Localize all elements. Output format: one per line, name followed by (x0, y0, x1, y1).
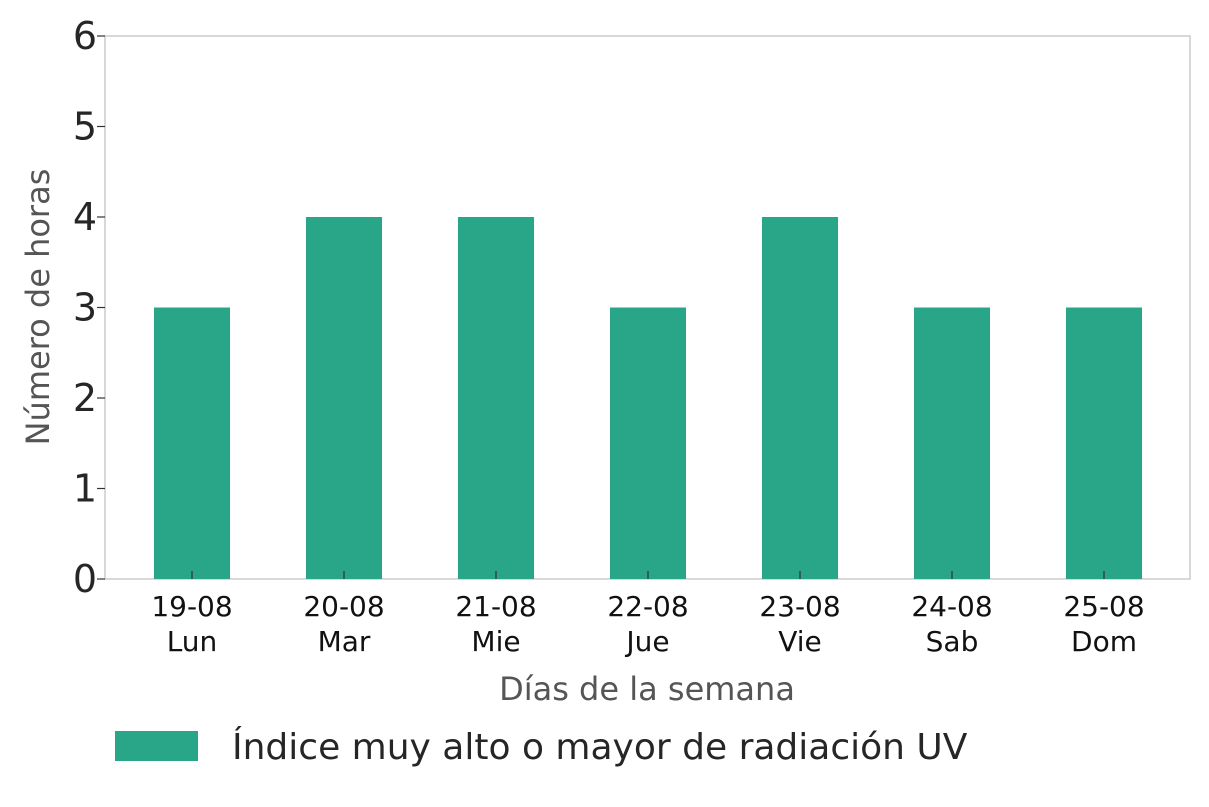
y-tick-label: 3 (73, 286, 97, 330)
x-tick-label-date: 21-08 (455, 590, 536, 623)
x-tick-label: 20-08 Mar (303, 590, 384, 658)
x-tick-label-date: 24-08 (911, 590, 992, 623)
x-tick-label-date: 20-08 (303, 590, 384, 623)
y-axis-ticks: 0 1 2 3 4 5 6 (73, 14, 105, 601)
x-axis-label: Días de la semana (499, 670, 795, 708)
x-tick-label-day: Lun (167, 625, 218, 658)
bars-group (154, 217, 1142, 579)
x-tick-label-day: Vie (778, 625, 822, 658)
legend: Índice muy alto o mayor de radiación UV (115, 726, 968, 768)
bar-mie (458, 217, 534, 579)
x-tick-label-day: Jue (624, 625, 669, 658)
bar-mar (306, 217, 382, 579)
x-axis-ticks: 19-08 Lun 20-08 Mar 21-08 Mie 22-08 Jue 23-08 Vie… (151, 571, 1145, 658)
legend-swatch (115, 731, 198, 761)
y-tick-label: 5 (73, 105, 97, 149)
y-tick-label: 6 (73, 14, 97, 58)
bar-lun (154, 307, 230, 579)
y-tick-label: 0 (73, 557, 97, 601)
x-tick-label-day: Sab (926, 625, 979, 658)
bar-vie (762, 217, 838, 579)
legend-label: Índice muy alto o mayor de radiación UV (232, 726, 968, 768)
bar-dom (1066, 307, 1142, 579)
x-tick-label-day: Mar (318, 625, 371, 658)
x-tick-label: 21-08 Mie (455, 590, 536, 658)
x-tick-label-day: Mie (471, 625, 520, 658)
x-tick-label-date: 23-08 (759, 590, 840, 623)
x-tick-label-date: 25-08 (1063, 590, 1144, 623)
bar-jue (610, 307, 686, 579)
x-tick-label: 19-08 Lun (151, 590, 232, 658)
y-axis-label: Número de horas (19, 169, 57, 446)
x-tick-label: 22-08 Jue (607, 590, 688, 658)
x-tick-label-date: 19-08 (151, 590, 232, 623)
y-tick-label: 4 (73, 195, 97, 239)
x-tick-label: 24-08 Sab (911, 590, 992, 658)
x-tick-label-day: Dom (1071, 625, 1137, 658)
x-tick-label: 25-08 Dom (1063, 590, 1144, 658)
y-tick-label: 2 (73, 376, 97, 420)
x-tick-label: 23-08 Vie (759, 590, 840, 658)
bar-sab (914, 307, 990, 579)
x-tick-label-date: 22-08 (607, 590, 688, 623)
y-tick-label: 1 (73, 467, 97, 511)
